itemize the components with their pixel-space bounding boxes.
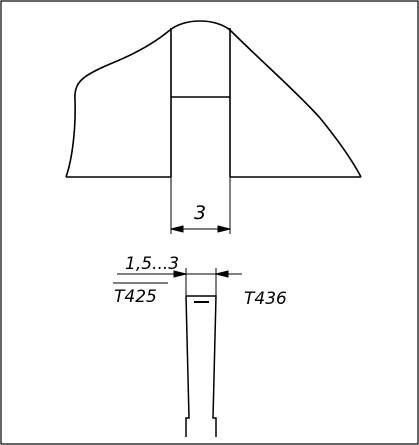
workpiece-section — [65, 20, 362, 178]
groove-width-dimension — [170, 177, 231, 234]
tip-arrow-right — [215, 270, 229, 278]
workpiece-left-break-line — [65, 29, 171, 178]
groove-width-label: 3 — [194, 202, 206, 224]
tip-width-dimension — [113, 268, 242, 296]
workpiece-right-slope — [229, 29, 362, 178]
workpiece-top-arc — [169, 20, 231, 31]
tip-width-label: 1,5...3 — [125, 254, 179, 274]
arrow-right — [217, 225, 231, 233]
tool-blade-outline — [185, 295, 217, 437]
arrow-left — [170, 225, 184, 233]
cutting-tool-blade — [185, 295, 217, 437]
right-tool-code: T436 — [244, 289, 287, 309]
tip-arrow-left — [173, 270, 187, 278]
left-tool-code: T425 — [114, 287, 157, 307]
